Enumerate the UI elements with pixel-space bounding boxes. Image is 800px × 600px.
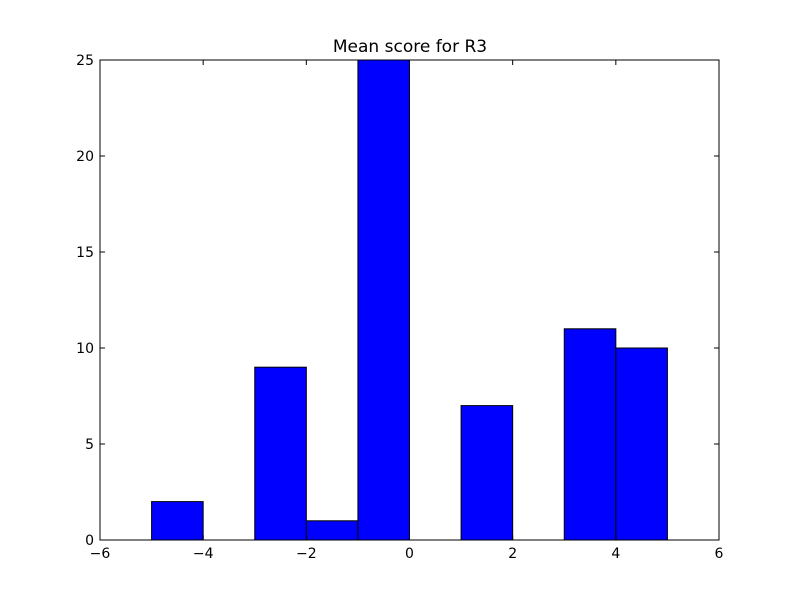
x-tick-label-1: −4 [193, 546, 214, 562]
bar-0 [151, 501, 204, 541]
x-tick-label-3: 0 [405, 546, 414, 562]
y-tick-label-1: 5 [85, 437, 94, 453]
y-tick-label-0: 0 [85, 533, 94, 549]
bar-6 [615, 347, 668, 541]
y-tick-label-2: 10 [76, 341, 94, 357]
bar-1 [254, 366, 307, 541]
bar-4 [460, 405, 514, 541]
bars-group [151, 59, 668, 541]
bar-3 [357, 59, 410, 541]
bar-5 [563, 328, 617, 541]
y-tick-label-5: 25 [76, 53, 94, 69]
y-tick-label-3: 15 [76, 245, 94, 261]
x-tick-label-0: −6 [90, 546, 111, 562]
plot-frame [99, 59, 720, 541]
y-tick-label-4: 20 [76, 149, 94, 165]
chart-title: Mean score for R3 [333, 37, 487, 57]
bar-2 [305, 520, 359, 541]
x-tick-label-2: −2 [296, 546, 317, 562]
x-tick-label-4: 2 [508, 546, 517, 562]
x-tick-label-5: 4 [611, 546, 620, 562]
x-tick-label-6: 6 [715, 546, 724, 562]
tick-labels-group: −6 −4 −2 0 2 4 6 0 5 10 15 20 25 [76, 53, 723, 562]
